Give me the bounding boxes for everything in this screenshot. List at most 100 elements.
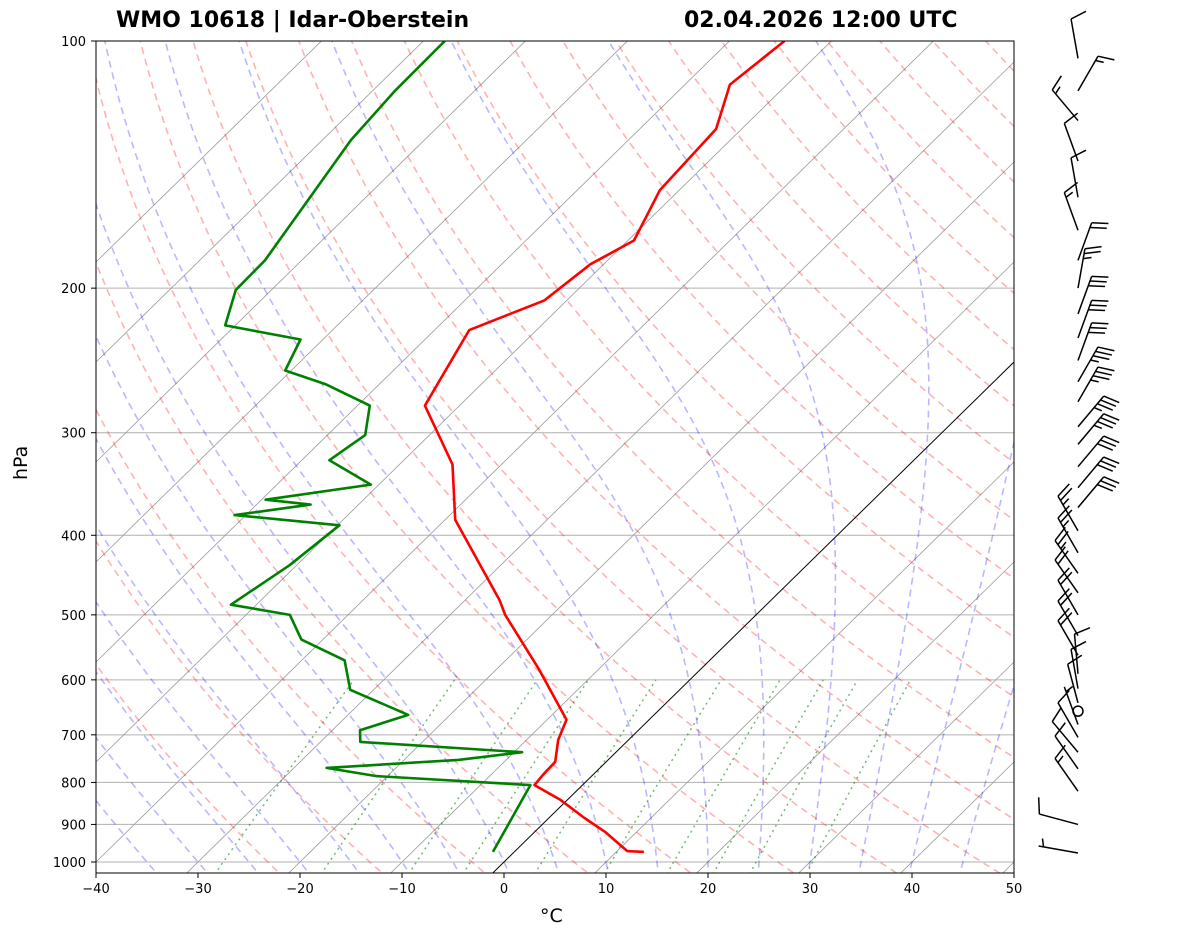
- wind-barb: [1077, 456, 1120, 489]
- mixing-ratio-line: [666, 679, 781, 873]
- barb-staff: [1077, 395, 1105, 428]
- barb-half-tick: [1065, 685, 1074, 693]
- wind-barb: [1070, 149, 1087, 198]
- barb-full-tick: [1092, 354, 1110, 361]
- barb-full-tick: [1097, 366, 1115, 372]
- barb-full-tick: [1103, 435, 1120, 444]
- dry-adiabat: [509, 41, 1014, 580]
- moist-adiabat: [238, 41, 659, 873]
- barb-full-tick: [1054, 722, 1066, 737]
- barb-full-tick: [1037, 797, 1041, 815]
- barb-staff: [1077, 435, 1105, 468]
- moist-adiabat: [96, 670, 260, 873]
- barb-full-tick: [1088, 309, 1106, 312]
- barb-staff: [1077, 456, 1105, 489]
- barb-staff: [1070, 157, 1079, 198]
- calm-circle: [1072, 705, 1084, 717]
- x-tick-label: −10: [388, 882, 415, 897]
- x-tick-label: 10: [598, 882, 615, 897]
- barb-full-tick: [1051, 75, 1062, 91]
- moist-adiabat: [96, 523, 361, 873]
- wind-barb: [1066, 654, 1083, 704]
- barb-staff: [1051, 721, 1079, 753]
- barb-full-tick: [1054, 526, 1066, 541]
- barb-half-tick: [1093, 406, 1103, 412]
- wind-barb: [1077, 346, 1115, 383]
- dry-adiabat: [667, 41, 1014, 407]
- barb-half-tick: [1093, 424, 1103, 430]
- moist-adiabat: [815, 41, 930, 873]
- dry-adiabat: [245, 41, 1002, 873]
- isotherm-line: [96, 41, 934, 863]
- barb-full-tick: [1057, 567, 1070, 581]
- barb-half-tick: [1090, 359, 1099, 363]
- barb-staff: [1070, 18, 1079, 59]
- x-tick-label: 0: [500, 882, 508, 897]
- moist-adiabat: [96, 201, 510, 873]
- wind-barb: [1051, 707, 1079, 753]
- wind-barb: [1077, 435, 1120, 468]
- barb-full-tick: [1059, 612, 1073, 626]
- moist-adiabat: [331, 41, 709, 873]
- isotherm-line: [96, 41, 628, 563]
- barb-staff: [1054, 758, 1079, 792]
- barb-staff: [1077, 413, 1105, 445]
- barb-full-tick: [1070, 10, 1087, 20]
- mixing-ratio-line: [805, 679, 912, 873]
- moist-adiabat: [908, 438, 1014, 873]
- dry-adiabat: [773, 41, 1014, 295]
- barb-full-tick: [1057, 588, 1070, 602]
- barb-staff: [1057, 579, 1079, 616]
- barb-full-tick: [1089, 304, 1107, 307]
- moist-adiabat: [96, 600, 310, 873]
- dewpoint-profile-line: [223, 41, 532, 853]
- y-tick-label: 300: [61, 427, 86, 442]
- barb-full-tick: [1059, 571, 1073, 586]
- isotherm-line: [96, 41, 832, 763]
- y-tick-label: 900: [61, 818, 86, 833]
- wind-barb: [1063, 112, 1079, 162]
- barb-staff: [1057, 495, 1079, 532]
- mixing-ratio-line: [320, 679, 456, 873]
- barb-staff: [1077, 322, 1093, 361]
- barb-staff: [1054, 540, 1079, 574]
- barb-half-tick: [1095, 59, 1104, 64]
- moist-adiabat: [96, 736, 209, 873]
- barb-staff: [1054, 559, 1079, 594]
- moist-adiabat: [164, 41, 610, 873]
- dry-adiabat: [96, 75, 693, 873]
- barb-full-tick: [1051, 707, 1062, 722]
- isotherm-line: [798, 661, 1014, 873]
- dry-adiabat: [96, 539, 384, 873]
- isotherm-line: [390, 261, 1014, 873]
- barb-staff: [1063, 192, 1079, 231]
- barb-full-tick: [1088, 284, 1106, 288]
- wind-barbs: [1037, 10, 1120, 854]
- wind-barb: [1070, 640, 1087, 689]
- chart-title-station: WMO 10618 | Idar-Oberstein: [116, 8, 470, 33]
- barb-staff: [1077, 346, 1099, 383]
- barb-full-tick: [1059, 509, 1073, 523]
- barb-full-tick: [1092, 374, 1110, 381]
- barb-full-tick: [1096, 420, 1114, 429]
- barb-full-tick: [1096, 443, 1114, 451]
- dry-adiabat: [297, 41, 1014, 821]
- dry-adiabat: [1021, 23, 1181, 880]
- mixing-ratio-line: [749, 679, 859, 873]
- moist-adiabat: [959, 682, 1014, 873]
- dry-adiabat: [192, 41, 899, 873]
- barb-staff: [1057, 517, 1079, 554]
- barb-full-tick: [1059, 487, 1073, 502]
- barb-full-tick: [1089, 326, 1107, 330]
- barb-full-tick: [1096, 403, 1114, 411]
- wind-barb: [1037, 797, 1079, 826]
- barb-full-tick: [1057, 607, 1070, 622]
- barb-full-tick: [1089, 226, 1107, 229]
- barb-full-tick: [1059, 592, 1073, 606]
- y-tick-label: 600: [61, 674, 86, 689]
- background-lines: [96, 23, 1181, 880]
- barb-full-tick: [1057, 689, 1070, 704]
- barb-full-tick: [1097, 346, 1115, 352]
- x-tick-label: −20: [286, 882, 313, 897]
